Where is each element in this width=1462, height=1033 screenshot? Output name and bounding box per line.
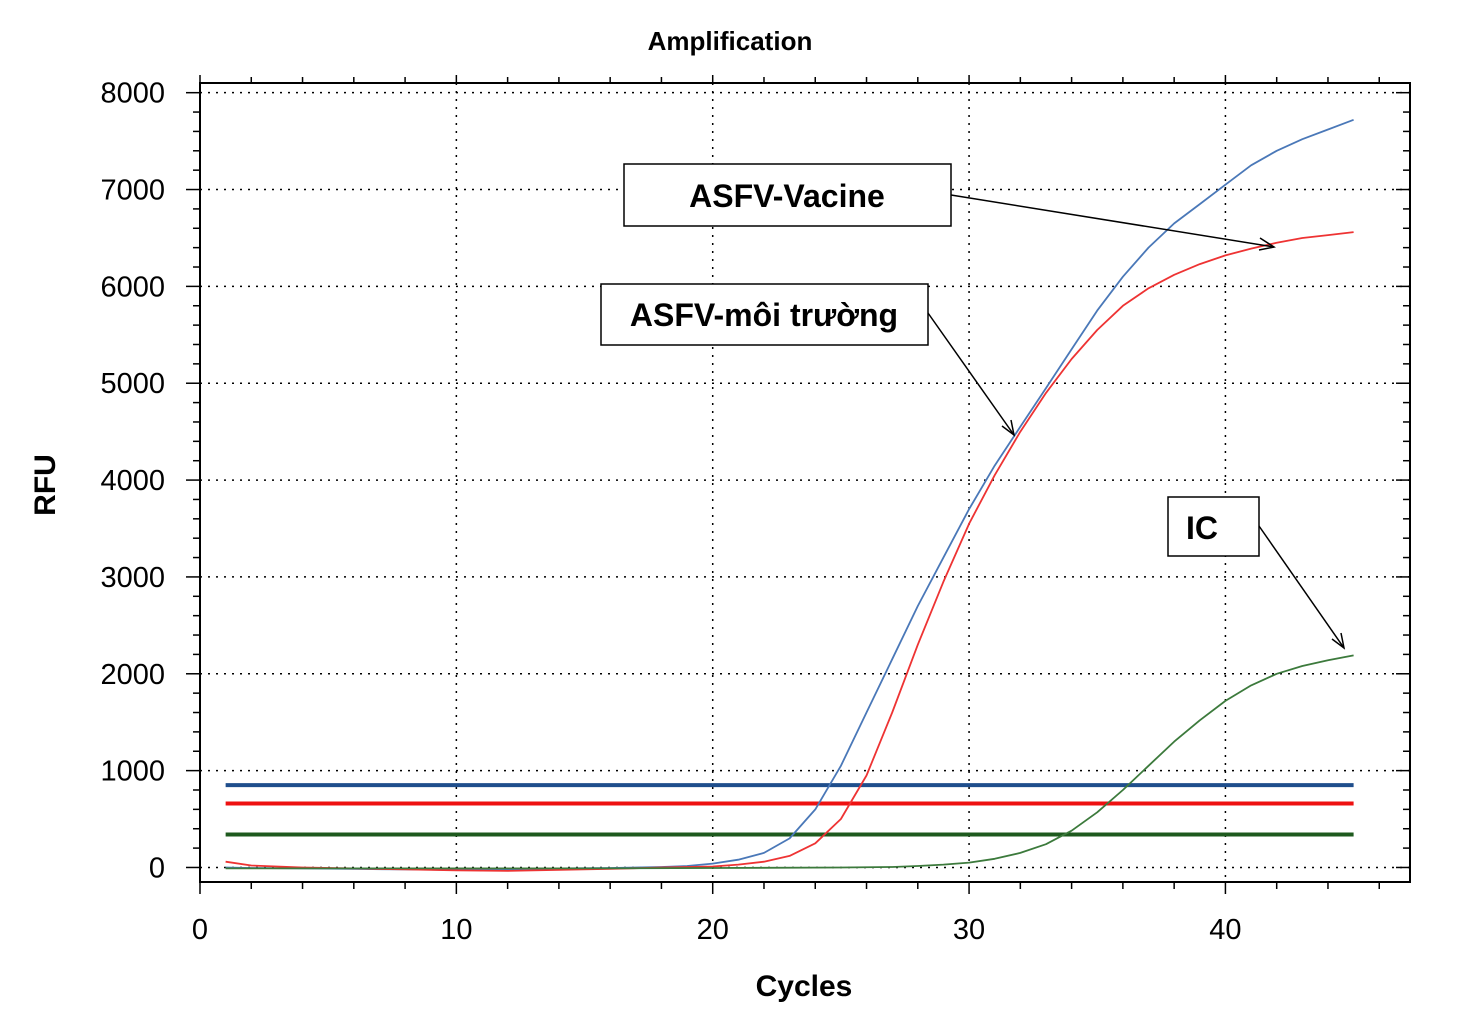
annotation-label: ASFV-Vacine xyxy=(689,178,885,214)
y-tick-label: 8000 xyxy=(100,78,165,110)
arrow-head xyxy=(1001,419,1016,437)
x-axis-label: Cycles xyxy=(756,970,853,1003)
grid xyxy=(200,83,1410,882)
series-lines xyxy=(225,118,1354,872)
annotation-label: ASFV-môi trường xyxy=(630,297,898,333)
x-tick-label: 40 xyxy=(1209,914,1241,946)
y-tick-label: 2000 xyxy=(100,659,165,691)
y-tick-label: 7000 xyxy=(100,175,165,207)
arrow-head xyxy=(1331,632,1346,650)
x-tick-label: 30 xyxy=(953,914,985,946)
annotation-arrow xyxy=(950,194,1275,248)
series-line xyxy=(225,118,1354,871)
annotation-ic: IC xyxy=(1167,496,1346,650)
threshold-lines xyxy=(225,783,1354,837)
annotation-asfv-moi-truong: ASFV-môi trường xyxy=(600,283,1016,437)
annotation-asfv-vacine: ASFV-Vacine xyxy=(623,163,1276,251)
x-tick-label: 0 xyxy=(192,914,208,946)
y-tick-label: 4000 xyxy=(100,465,165,497)
axis-ticks: 0 1000 2000 3000 4000 5000 6000 7000 8000 0 10 20 30… xyxy=(100,75,1410,946)
annotation-label: IC xyxy=(1186,510,1218,546)
plot-frame xyxy=(199,82,1411,883)
y-tick-label: 0 xyxy=(149,852,165,884)
arrow-head xyxy=(1258,237,1276,251)
annotation-arrow xyxy=(927,312,1015,436)
y-tick-label: 1000 xyxy=(100,756,165,788)
y-tick-label: 6000 xyxy=(100,271,165,303)
series-line xyxy=(225,231,1354,872)
y-tick-label: 5000 xyxy=(100,368,165,400)
annotation-box xyxy=(1167,496,1260,557)
x-tick-label: 20 xyxy=(697,914,729,946)
annotation-arrow xyxy=(1258,525,1345,649)
y-tick-label: 3000 xyxy=(100,562,165,594)
chart-title: Amplification xyxy=(648,26,813,56)
series-line xyxy=(225,654,1354,870)
x-tick-label: 10 xyxy=(440,914,472,946)
annotation-box xyxy=(600,283,929,346)
y-axis-label: RFU xyxy=(29,454,62,516)
